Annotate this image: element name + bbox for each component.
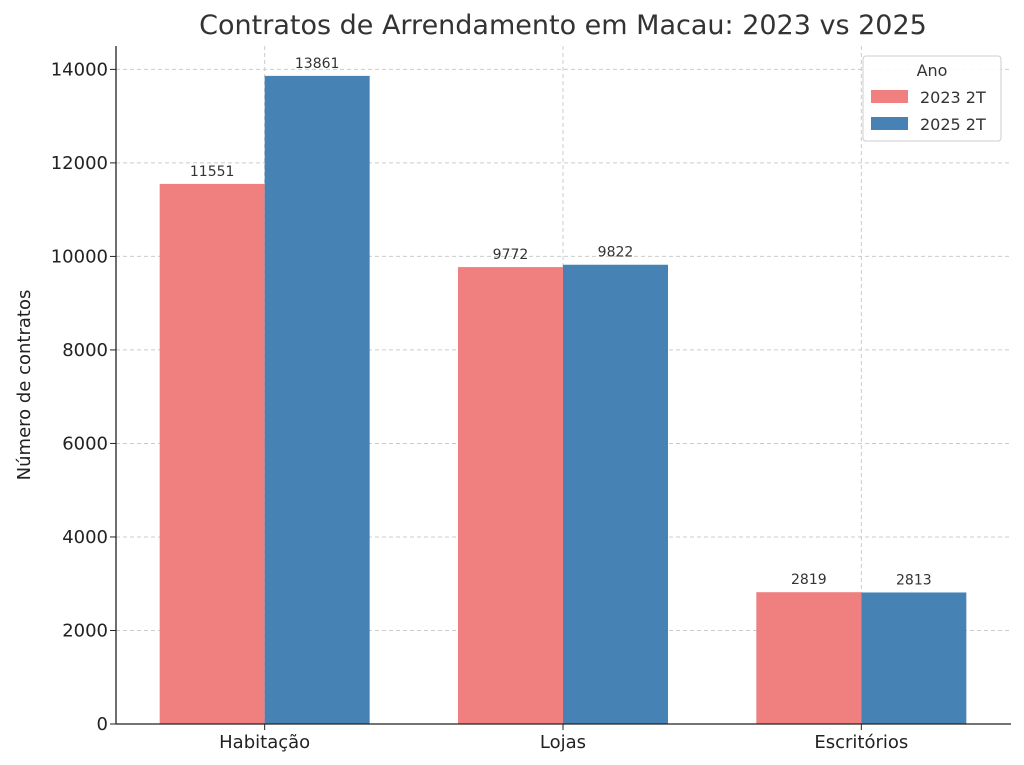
bar-value-labels: 11551 9772 2819 13861 9822 2813 [190,56,932,589]
bar [264,75,370,724]
chart-title: Contratos de Arrendamento em Macau: 2023… [199,10,927,41]
bar [159,183,265,724]
legend-swatch-2025 [871,117,908,130]
bar [756,592,862,724]
legend: Ano 2023 2T 2025 2T [862,55,1002,142]
bar [563,264,668,724]
legend-title: Ano [917,61,948,80]
y-tick-label: 12000 [51,153,108,174]
bar-value-label: 2819 [791,572,827,588]
x-tick-label: Escritórios [814,732,908,753]
bar-value-label: 9822 [598,245,634,261]
y-tick-label: 10000 [51,246,108,267]
y-tick-label: 2000 [62,620,108,641]
bar [861,592,967,724]
legend-label-2025: 2025 2T [920,115,986,134]
x-tick-label: Habitação [219,732,310,753]
bar-value-label: 11551 [190,164,235,180]
legend-label-2023: 2023 2T [920,88,986,107]
y-axis-label: Número de contratos [14,290,35,481]
y-tick-label: 0 [97,714,108,735]
bar [458,267,563,724]
y-tick-label: 6000 [62,433,108,454]
bar-value-label: 13861 [295,56,340,72]
y-tick-label: 8000 [62,340,108,361]
bars [159,75,967,724]
axes: 0 2000 4000 6000 8000 10000 12000 14000 Habitaçã… [51,46,1011,753]
legend-swatch-2023 [871,90,908,103]
y-tick-label: 4000 [62,527,108,548]
bar-value-label: 9772 [493,247,529,263]
bar-value-label: 2813 [896,572,932,588]
y-tick-label: 14000 [51,59,108,80]
x-tick-label: Lojas [540,732,586,753]
